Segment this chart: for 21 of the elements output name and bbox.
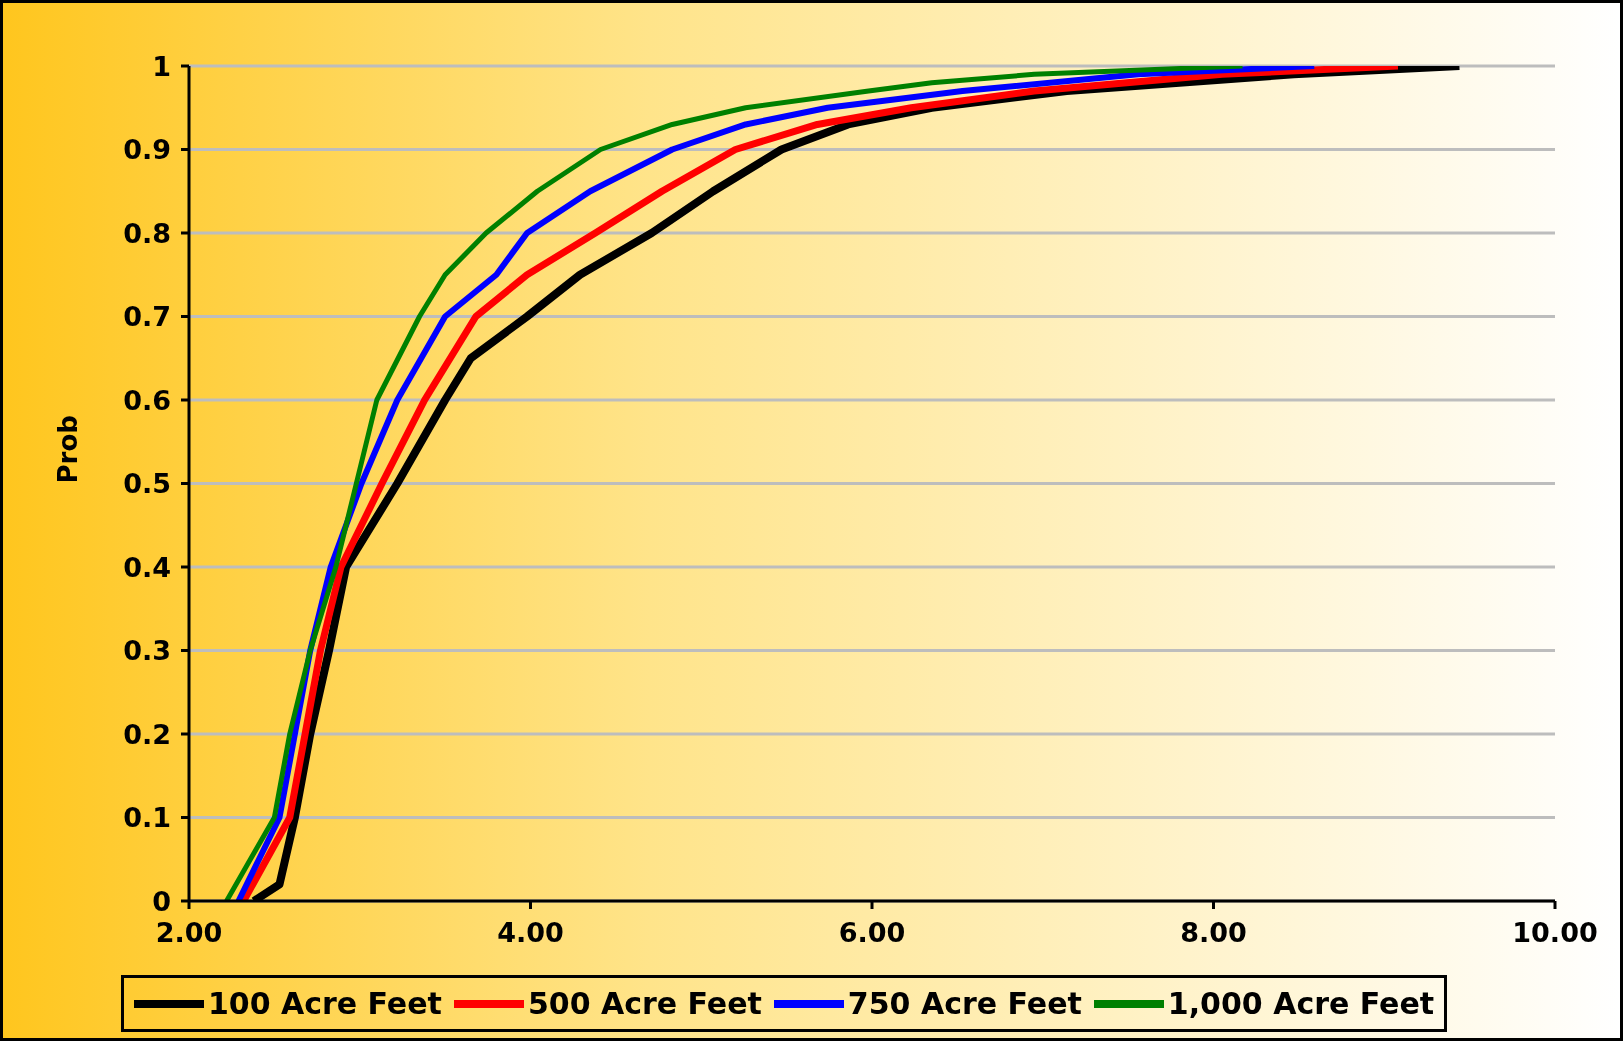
y-tick-label: 0.3 — [123, 635, 171, 667]
legend-label: 750 Acre Feet — [846, 986, 1082, 1021]
y-tick-label: 0.9 — [123, 134, 171, 166]
x-tick-label: 2.00 — [155, 917, 223, 949]
legend-label: 1,000 Acre Feet — [1166, 986, 1435, 1021]
y-tick-label: 0.6 — [123, 384, 171, 416]
y-tick-label: 0.5 — [123, 468, 171, 500]
y-tick-label: 0.7 — [123, 301, 171, 333]
x-tick-label: 6.00 — [838, 917, 906, 949]
y-tick-label: 0.1 — [123, 802, 171, 834]
y-axis-title: Prob — [53, 415, 84, 484]
y-tick-label: 0.2 — [123, 718, 171, 750]
y-tick-label: 0.8 — [123, 217, 171, 249]
legend-label: 100 Acre Feet — [206, 986, 442, 1021]
y-tick-label: 1 — [152, 50, 171, 82]
legend-label: 500 Acre Feet — [526, 986, 762, 1021]
x-tick-label: 10.00 — [1512, 917, 1598, 949]
y-tick-label: 0.4 — [123, 551, 171, 583]
x-tick-label: 8.00 — [1180, 917, 1247, 949]
y-tick-label: 0 — [152, 885, 171, 917]
x-tick-label: 4.00 — [497, 917, 564, 949]
